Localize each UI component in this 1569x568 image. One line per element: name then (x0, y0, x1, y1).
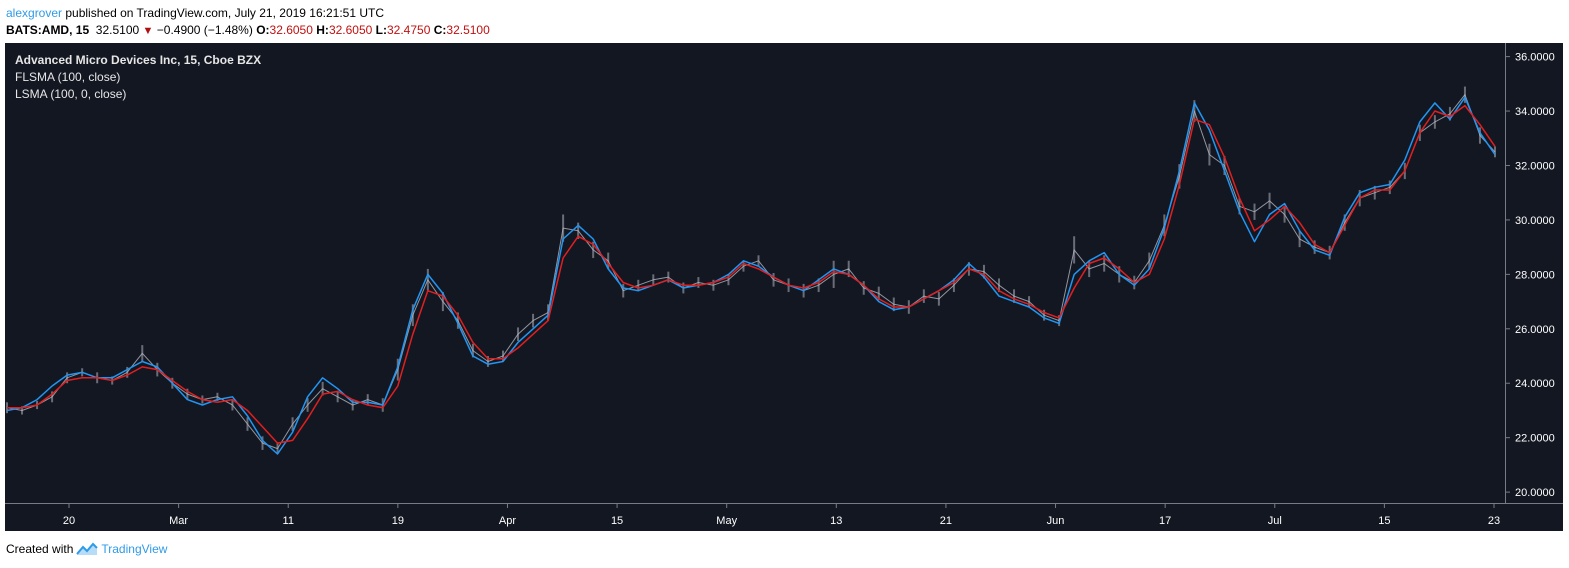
time-tick-label: Apr (499, 515, 516, 527)
price-chart[interactable]: 20.0000 22.0000 24.0000 26.0000 28.0000 30.00… (5, 43, 1563, 531)
close-label: C: (433, 23, 447, 37)
price-tick-label: 22.0000 (1515, 433, 1555, 445)
legend-title: Advanced Micro Devices Inc, 15, Cboe BZX (15, 53, 262, 67)
time-tick-label: 17 (1159, 515, 1171, 527)
time-tick-label: 13 (830, 515, 842, 527)
low-label: L: (375, 23, 387, 37)
open-value: 32.6050 (269, 23, 313, 37)
price-tick-label: 26.0000 (1515, 324, 1555, 336)
author-link[interactable]: alexgrover (6, 6, 63, 20)
time-tick-label: 23 (1488, 515, 1500, 527)
quote-line: BATS:AMD, 15 32.5100 ▼ −0.4900 (−1.48%) … (6, 22, 490, 39)
tradingview-logo-icon (76, 542, 99, 555)
publish-info: alexgrover published on TradingView.com,… (6, 5, 384, 21)
price-tick-label: 32.0000 (1515, 160, 1555, 172)
time-tick-label: 19 (392, 515, 404, 527)
time-tick-label: 15 (611, 515, 623, 527)
tradingview-link[interactable]: TradingView (101, 542, 168, 556)
open-label: O: (256, 23, 270, 37)
time-tick-label: 20 (63, 515, 75, 527)
time-tick-label: 11 (283, 515, 294, 527)
time-tick-label: Mar (169, 515, 188, 527)
price-tick-label: 28.0000 (1515, 269, 1555, 281)
time-tick-label: 21 (940, 515, 952, 527)
flsma-line (6, 96, 1496, 455)
down-arrow-icon: ▼ (142, 25, 154, 37)
symbol-label: BATS:AMD, 15 (6, 23, 90, 37)
footer: Created with TradingView (6, 542, 167, 556)
legend-flsma[interactable]: FLSMA (100, close) (15, 70, 121, 84)
price-tick-label: 34.0000 (1515, 106, 1555, 118)
price-tick-label: 30.0000 (1515, 215, 1555, 227)
created-with-label: Created with (6, 542, 74, 556)
price-change: −0.4900 (−1.48%) (156, 23, 253, 37)
chart-background (5, 43, 1563, 531)
legend-lsma[interactable]: LSMA (100, 0, close) (15, 87, 127, 101)
low-value: 32.4750 (387, 23, 431, 37)
price-tick-label: 24.0000 (1515, 378, 1555, 390)
close-value: 32.5100 (446, 23, 490, 37)
time-tick-label: 15 (1378, 515, 1390, 527)
time-tick-label: Jul (1268, 515, 1282, 527)
published-text: published on TradingView.com, July 21, 2… (62, 6, 385, 20)
chart-legend: Advanced Micro Devices Inc, 15, Cboe BZX… (15, 52, 261, 103)
price-tick-label: 36.0000 (1515, 52, 1555, 64)
chart-frame[interactable]: 20.0000 22.0000 24.0000 26.0000 28.0000 30.00… (5, 43, 1563, 531)
time-tick-label: Jun (1047, 515, 1065, 527)
high-value: 32.6050 (328, 23, 373, 37)
last-price: 32.5100 (95, 23, 140, 37)
time-axis[interactable]: 20 Mar 11 19 Apr 15 May 13 21 Jun 17 Jul 15 23 (63, 503, 1500, 527)
lsma-line (7, 104, 1496, 444)
price-axis[interactable]: 20.0000 22.0000 24.0000 26.0000 28.0000 30.00… (1505, 52, 1555, 500)
plot-layer (6, 86, 1496, 455)
time-tick-label: May (716, 515, 737, 527)
high-label: H: (316, 23, 329, 37)
price-tick-label: 20.0000 (1515, 487, 1555, 499)
